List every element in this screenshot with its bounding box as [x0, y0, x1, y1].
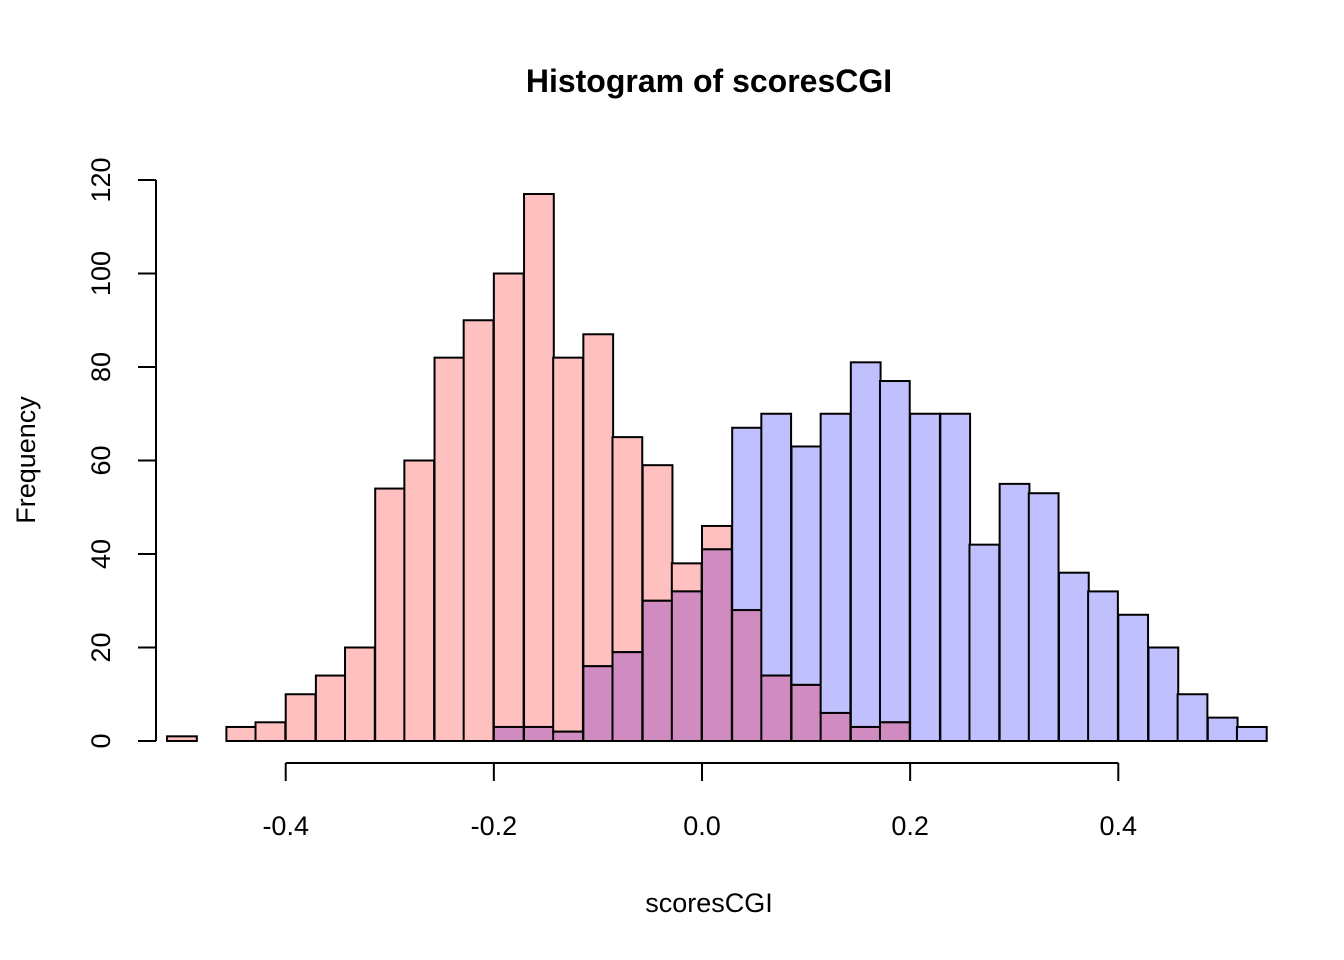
bar-series-1 [344, 646, 376, 742]
bar-series-1 [225, 725, 258, 742]
bar-series-2 [1057, 571, 1090, 743]
bar-overlap [849, 725, 882, 742]
bar-series-1 [462, 319, 495, 742]
bar-series-2 [939, 412, 972, 742]
bar-series-1 [374, 487, 406, 742]
bar-top [790, 445, 823, 686]
bar-overlap [760, 674, 793, 742]
bar-overlap [552, 730, 584, 743]
x-tick-label: -0.2 [471, 811, 518, 841]
x-axis-label: scoresCGI [645, 888, 773, 918]
bar-series-1 [166, 735, 198, 743]
bar-overlap [790, 683, 823, 743]
bar-series-2 [1117, 613, 1150, 743]
bar-series-2 [1147, 646, 1180, 742]
bar-series-2 [1235, 725, 1268, 742]
bar-top [611, 436, 644, 654]
y-tick-label: 60 [86, 445, 116, 475]
bar-series-1 [284, 693, 317, 742]
y-axis-label: Frequency [11, 396, 41, 524]
bar-series-2 [998, 482, 1031, 742]
y-axis: 0 20 40 60 80 100 120 [86, 157, 157, 749]
x-tick-label: 0.0 [683, 811, 721, 841]
y-tick-label: 20 [86, 632, 116, 662]
bar-top [670, 562, 703, 593]
bar-overlap [611, 651, 644, 742]
bar-series-2 [1206, 716, 1239, 742]
x-tick-label: 0.2 [891, 811, 929, 841]
bar-series-2 [1176, 693, 1209, 742]
bar-overlap [670, 590, 703, 743]
y-tick-label: 80 [86, 352, 116, 382]
bar-top [492, 272, 525, 728]
y-tick-label: 120 [86, 157, 116, 202]
bar-overlap [582, 665, 615, 743]
bar-top [582, 333, 615, 668]
bar-top [552, 356, 584, 733]
bar-top [878, 380, 911, 724]
x-axis: -0.4 -0.2 0.0 0.2 0.4 [262, 762, 1138, 841]
chart-title: Histogram of scoresCGI [526, 63, 892, 99]
bar-top [641, 464, 674, 602]
bar-series-1 [314, 674, 347, 742]
bar-series-1 [254, 721, 287, 742]
bar-top [849, 361, 882, 728]
bar-top [523, 193, 555, 728]
bar-overlap [701, 548, 733, 743]
bar-overlap [731, 609, 763, 742]
bar-series-2 [909, 412, 941, 742]
y-tick-label: 40 [86, 539, 116, 569]
bar-series-1 [403, 459, 436, 742]
bar-overlap [523, 725, 555, 742]
bar-top [819, 412, 852, 714]
bar-series-1 [433, 356, 466, 742]
bar-series-2 [1087, 590, 1119, 743]
bar-series-2 [1027, 492, 1060, 742]
x-tick-label: -0.4 [262, 811, 309, 841]
y-tick-label: 0 [86, 733, 116, 748]
bar-overlap [878, 721, 911, 742]
histogram-bars [166, 193, 1268, 743]
bar-top [701, 524, 733, 551]
bar-series-2 [968, 543, 1001, 743]
bar-top [760, 412, 793, 677]
bar-overlap [641, 599, 674, 742]
bar-top [731, 426, 763, 612]
y-tick-label: 100 [86, 251, 116, 296]
bar-overlap [819, 711, 852, 743]
x-tick-label: 0.4 [1100, 811, 1138, 841]
bar-overlap [492, 725, 525, 742]
